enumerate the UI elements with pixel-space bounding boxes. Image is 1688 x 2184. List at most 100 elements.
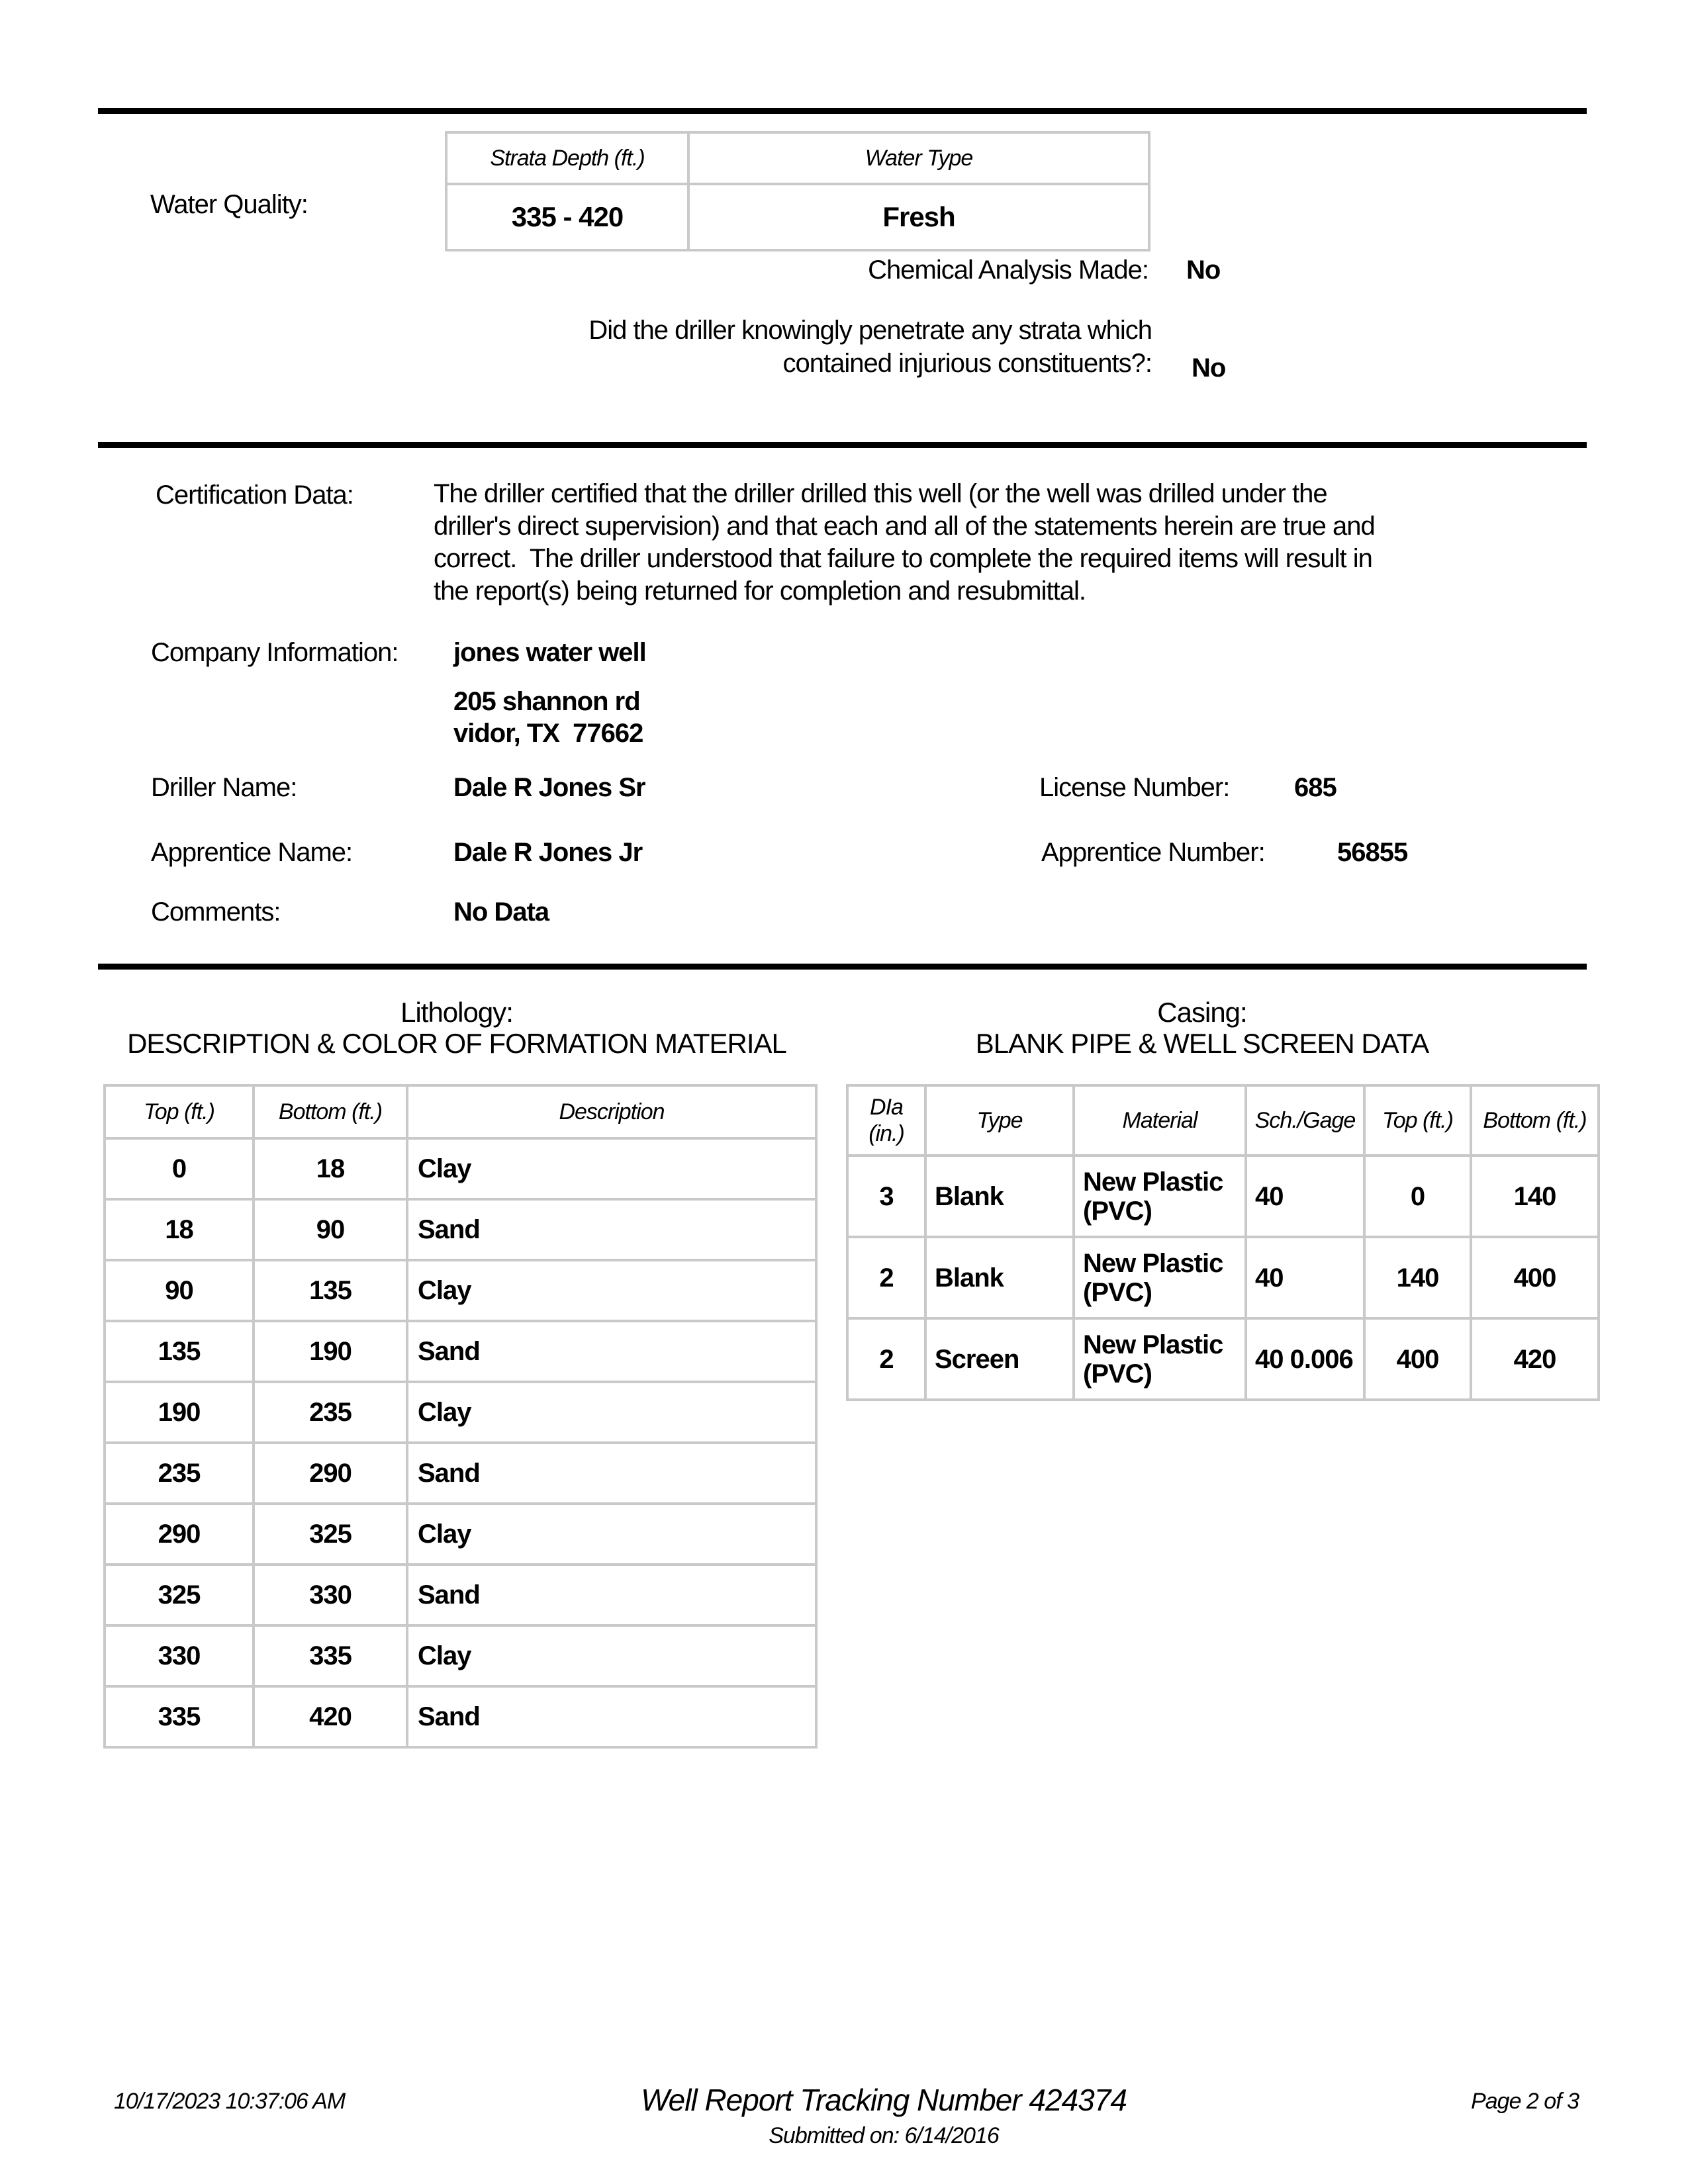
footer-submitted-on: Submitted on: 6/14/2016 (769, 2123, 1000, 2148)
injurious-question-line: contained injurious constituents?: (782, 349, 1152, 378)
lithology-table-cell: 190 (103, 1381, 255, 1444)
water-quality-table: Strata Depth (ft.) Water Type 335 - 420 Fr… (445, 131, 1150, 251)
casing-table-row: 2 Screen New Plastic (PVC) 40 0.006 400 420 (846, 1317, 1600, 1401)
casing-table-cell: 40 (1244, 1154, 1366, 1238)
lithology-table-row: 18 90 Sand (103, 1198, 818, 1261)
lithology-table-row: 335 420 Sand (103, 1685, 818, 1749)
lithology-table-cell: 90 (252, 1198, 408, 1261)
water-quality-table-row: 335 - 420 Fresh (445, 183, 1150, 251)
certification-text-line: The driller certified that the driller d… (434, 479, 1328, 508)
company-address-line1: 205 shannon rd (453, 687, 641, 716)
casing-table-cell: 2 (846, 1317, 927, 1401)
lithology-table-cell: 420 (252, 1685, 408, 1749)
casing-table-header-cell: Sch./Gage (1244, 1084, 1366, 1157)
license-number-label: License Number: (1039, 773, 1230, 802)
certification-text-line: driller's direct supervision) and that e… (434, 512, 1376, 541)
lithology-table-cell: 90 (103, 1259, 255, 1322)
water-quality-label: Water Quality: (150, 190, 308, 219)
casing-table-header-row: DIa (in.) Type Material Sch./Gage Top (ft.) B… (846, 1084, 1600, 1157)
company-information-label: Company Information: (151, 638, 399, 667)
lithology-title: Lithology: (400, 997, 514, 1028)
casing-table-cell: 2 (846, 1236, 927, 1320)
casing-table-cell: New Plastic (PVC) (1072, 1236, 1247, 1320)
lithology-table-row: 190 235 Clay (103, 1381, 818, 1444)
lithology-table-cell: 190 (252, 1320, 408, 1383)
injurious-question-line: Did the driller knowingly penetrate any … (588, 316, 1152, 345)
lithology-subtitle: DESCRIPTION & COLOR OF FORMATION MATERIA… (127, 1028, 787, 1059)
water-quality-table-cell: Fresh (687, 183, 1150, 251)
apprentice-name-label: Apprentice Name: (151, 838, 353, 867)
lithology-table-cell: 235 (103, 1441, 255, 1505)
lithology-table-header-cell: Top (ft.) (103, 1084, 255, 1140)
casing-table-header-cell: DIa (in.) (846, 1084, 927, 1157)
lithology-table-row: 135 190 Sand (103, 1320, 818, 1383)
lithology-table-cell: Sand (406, 1685, 818, 1749)
lithology-table: Top (ft.) Bottom (ft.) Description 0 18 Clay… (103, 1084, 818, 1749)
lithology-table-cell: Clay (406, 1137, 818, 1201)
lithology-table-header-cell: Description (406, 1084, 818, 1140)
lithology-table-cell: Sand (406, 1441, 818, 1505)
water-quality-table-header-cell: Strata Depth (ft.) (445, 131, 690, 185)
water-quality-table-cell: 335 - 420 (445, 183, 690, 251)
water-quality-table-header-cell: Water Type (687, 131, 1150, 185)
lithology-table-cell: 235 (252, 1381, 408, 1444)
lithology-table-cell: 0 (103, 1137, 255, 1201)
water-quality-table-header-row: Strata Depth (ft.) Water Type (445, 131, 1150, 185)
casing-table: DIa (in.) Type Material Sch./Gage Top (ft.) B… (846, 1084, 1600, 1401)
lithology-table-cell: 290 (103, 1502, 255, 1566)
lithology-table-row: 330 335 Clay (103, 1624, 818, 1688)
casing-section-title: Casing: BLANK PIPE & WELL SCREEN DATA (904, 997, 1500, 1059)
lithology-table-cell: 330 (252, 1563, 408, 1627)
casing-title: Casing: (1157, 997, 1247, 1028)
casing-table-header-cell: Bottom (ft.) (1470, 1084, 1600, 1157)
lithology-table-cell: 325 (252, 1502, 408, 1566)
lithology-table-cell: Clay (406, 1624, 818, 1688)
lithology-table-cell: Sand (406, 1320, 818, 1383)
lithology-table-cell: 290 (252, 1441, 408, 1505)
casing-table-cell: New Plastic (PVC) (1072, 1154, 1247, 1238)
casing-table-cell: 40 0.006 (1244, 1317, 1366, 1401)
casing-table-row: 3 Blank New Plastic (PVC) 40 0 140 (846, 1154, 1600, 1238)
lithology-table-cell: 18 (103, 1198, 255, 1261)
lithology-table-header-row: Top (ft.) Bottom (ft.) Description (103, 1084, 818, 1140)
footer-page-number: Page 2 of 3 (1471, 2089, 1579, 2114)
horizontal-rule-bottom (98, 964, 1587, 970)
casing-table-cell: 140 (1363, 1236, 1472, 1320)
driller-name-label: Driller Name: (151, 773, 297, 802)
footer-datetime: 10/17/2023 10:37:06 AM (114, 2089, 346, 2114)
lithology-table-cell: Sand (406, 1563, 818, 1627)
lithology-table-cell: 18 (252, 1137, 408, 1201)
casing-table-cell: 0 (1363, 1154, 1472, 1238)
lithology-table-cell: 135 (252, 1259, 408, 1322)
driller-name-value: Dale R Jones Sr (453, 773, 646, 802)
lithology-table-cell: 325 (103, 1563, 255, 1627)
injurious-question: Did the driller knowingly penetrate any … (424, 314, 1152, 380)
lithology-table-cell: 330 (103, 1624, 255, 1688)
lithology-section-title: Lithology: DESCRIPTION & COLOR OF FORMAT… (60, 997, 854, 1059)
lithology-table-row: 290 325 Clay (103, 1502, 818, 1566)
casing-table-cell: Screen (924, 1317, 1075, 1401)
casing-table-cell: 400 (1363, 1317, 1472, 1401)
certification-text: The driller certified that the driller d… (434, 478, 1519, 608)
lithology-table-cell: Clay (406, 1502, 818, 1566)
lithology-table-header-cell: Bottom (ft.) (252, 1084, 408, 1140)
apprentice-number-value: 56855 (1337, 838, 1408, 867)
comments-label: Comments: (151, 897, 281, 927)
lithology-table-row: 90 135 Clay (103, 1259, 818, 1322)
casing-table-cell: 140 (1470, 1154, 1600, 1238)
casing-table-header-cell: Top (ft.) (1363, 1084, 1472, 1157)
lithology-table-cell: 335 (252, 1624, 408, 1688)
injurious-value: No (1192, 353, 1226, 383)
lithology-table-cell: Sand (406, 1198, 818, 1261)
lithology-table-cell: Clay (406, 1381, 818, 1444)
certification-text-line: correct. The driller understood that fai… (434, 544, 1373, 573)
lithology-table-cell: 135 (103, 1320, 255, 1383)
horizontal-rule-middle (98, 442, 1587, 448)
chemical-analysis-value: No (1186, 255, 1221, 285)
casing-table-row: 2 Blank New Plastic (PVC) 40 140 400 (846, 1236, 1600, 1320)
casing-subtitle: BLANK PIPE & WELL SCREEN DATA (975, 1028, 1429, 1059)
certification-label: Certification Data: (156, 480, 354, 510)
casing-table-cell: 420 (1470, 1317, 1600, 1401)
company-name: jones water well (453, 638, 647, 667)
